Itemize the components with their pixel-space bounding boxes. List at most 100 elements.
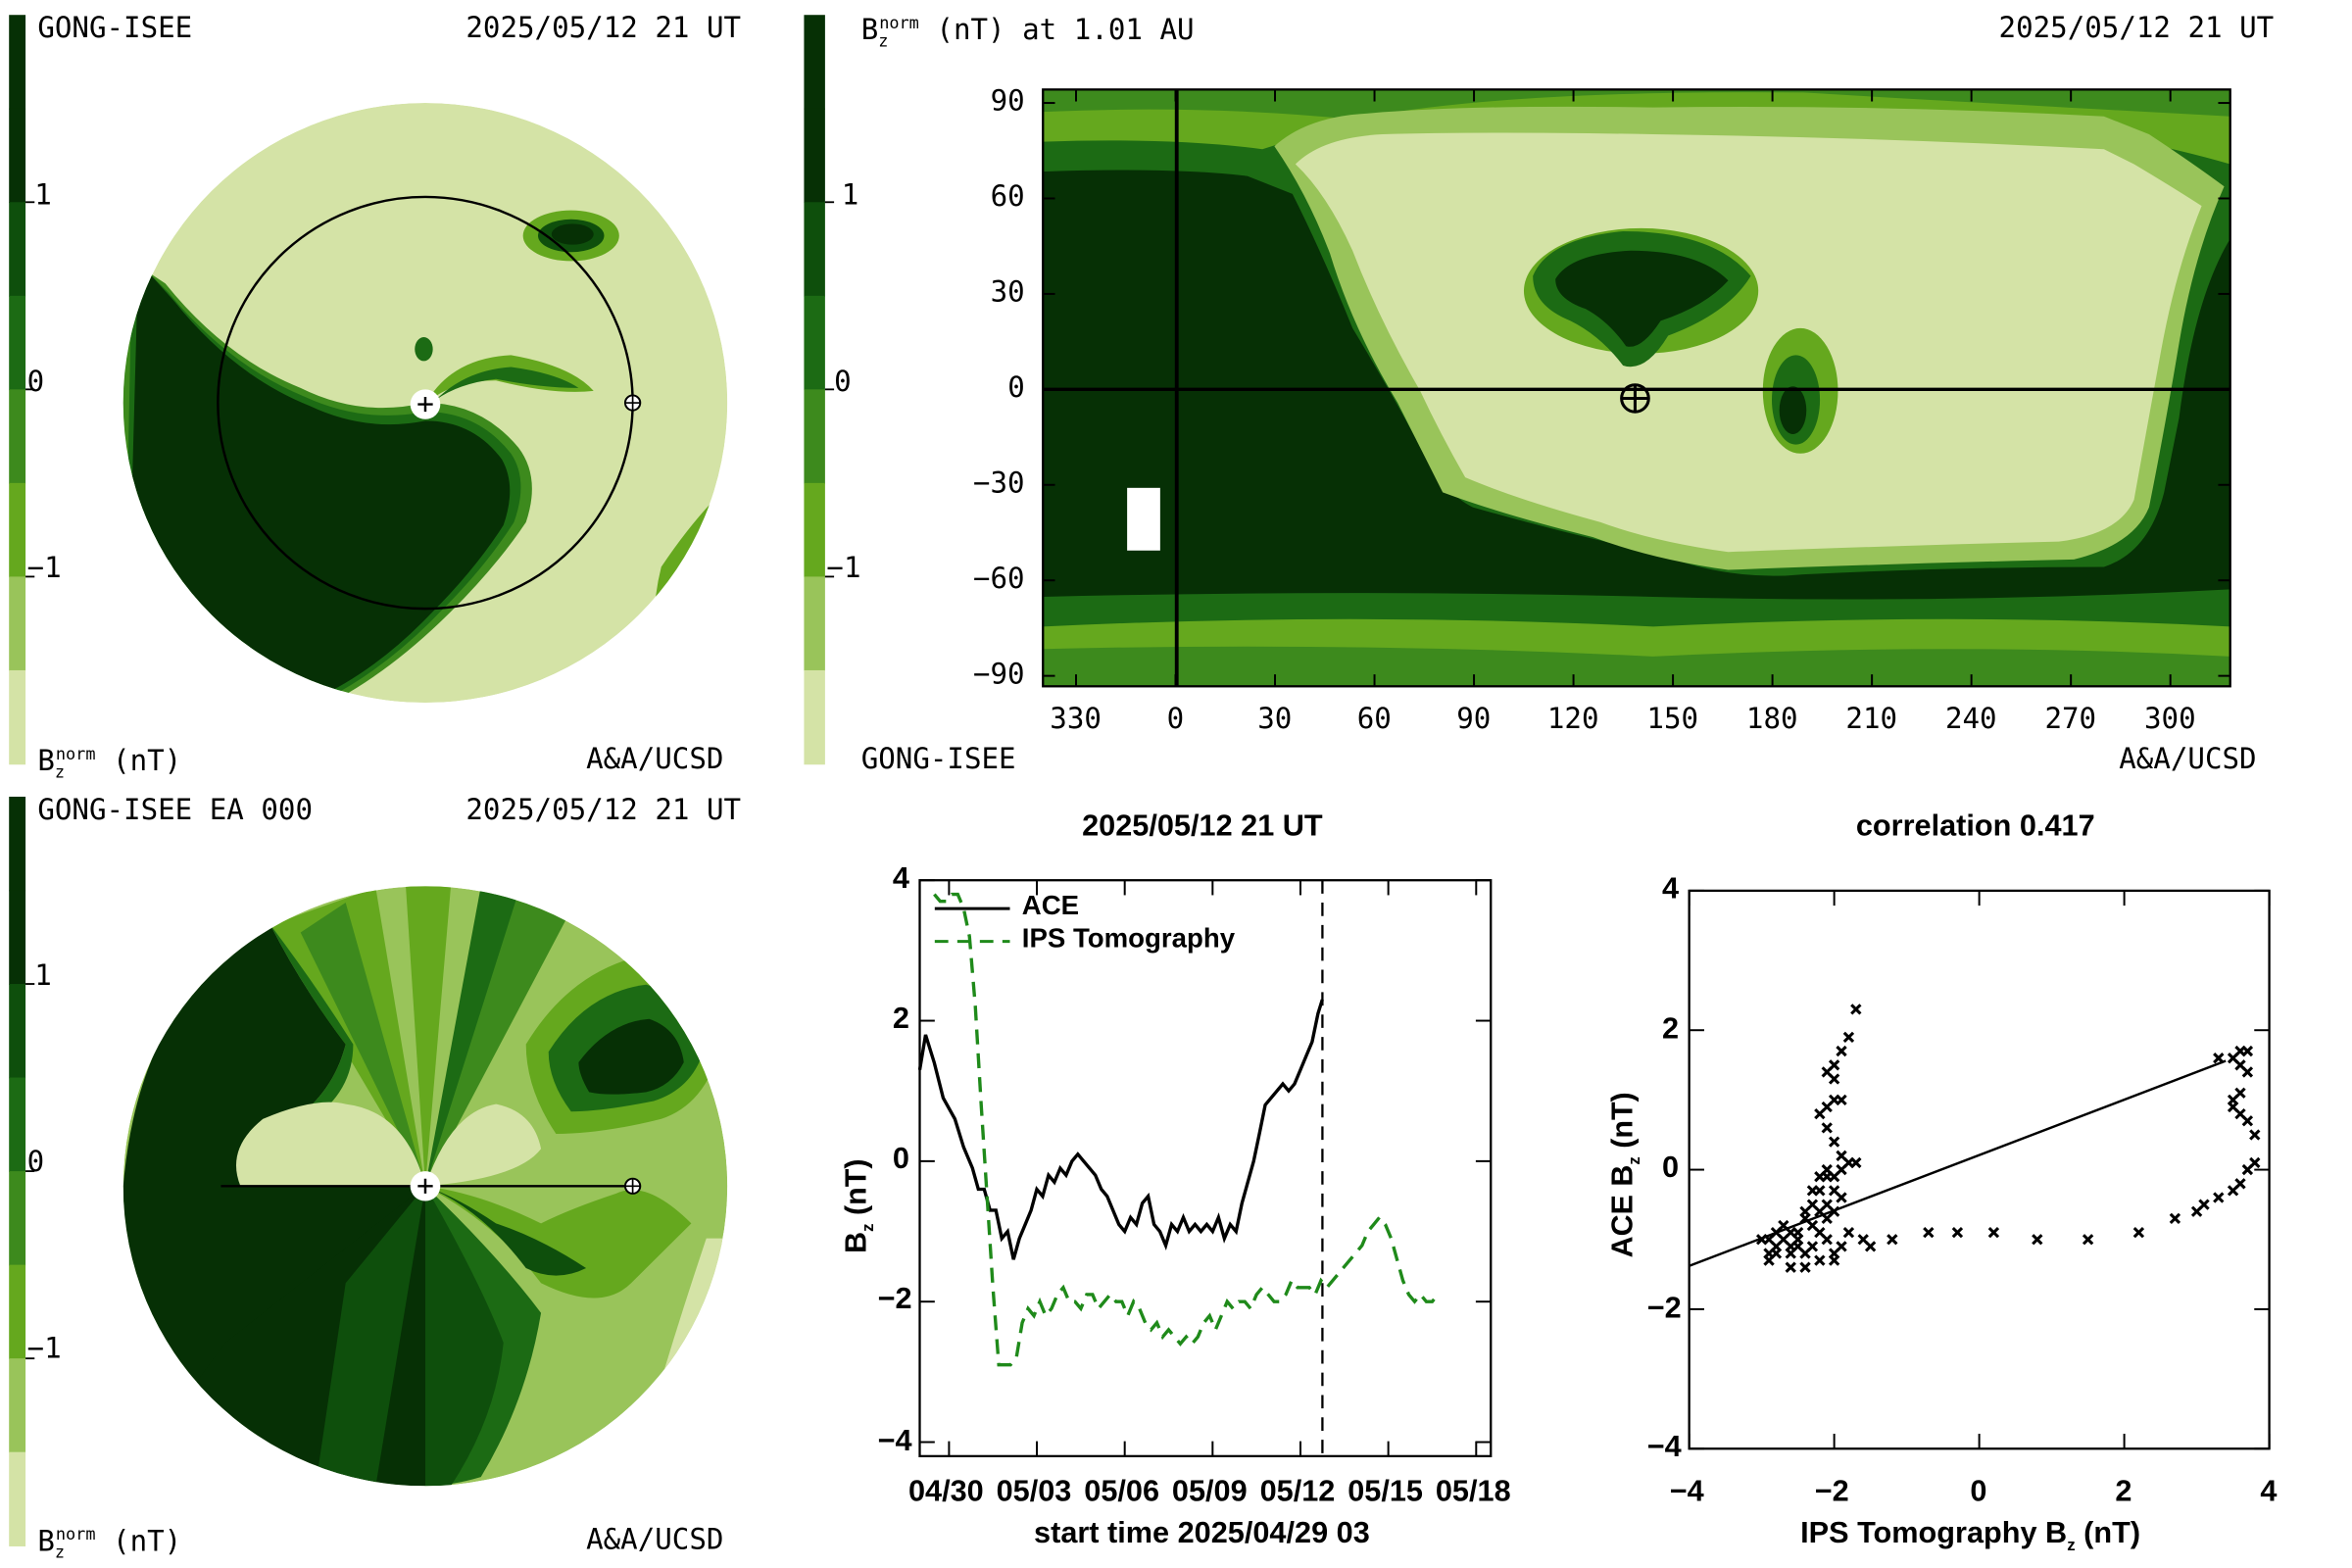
latlon-y-tick-label: 60	[990, 180, 1025, 214]
latlon-x-tick-label: 30	[1257, 703, 1293, 736]
colorbar-band	[804, 576, 825, 671]
latlon-y-tick-label: −90	[972, 658, 1025, 691]
colorbar-band	[9, 576, 26, 671]
colorbar-band	[9, 890, 26, 985]
scatter-point	[2213, 1053, 2225, 1064]
scatter-point	[1806, 1185, 1819, 1197]
legend-ips: IPS Tomography	[1021, 923, 1236, 954]
series-ips-line	[933, 892, 1440, 1367]
scatter-xlabel: IPS Tomography Bz (nT)	[1800, 1517, 2141, 1555]
top-right-source: GONG-ISEE	[860, 743, 1016, 776]
scatter-y-tick-label: 0	[1662, 1152, 1680, 1185]
scatter-point	[1785, 1261, 1796, 1273]
top-right-time: 2025/05/12 21 UT	[1998, 12, 2275, 45]
colorbar-band	[804, 202, 825, 297]
timeseries-xlabel: start time 2025/04/29 03	[1034, 1517, 1370, 1550]
scatter-point	[2213, 1192, 2225, 1203]
colorbar-band	[9, 1171, 26, 1266]
bottom-left-cbar-label-0: 0	[26, 1146, 45, 1179]
latlon-x-tick-label: 210	[1845, 703, 1898, 736]
colorbar-band	[9, 108, 26, 204]
scatter-point	[2234, 1178, 2246, 1190]
bottom-left-cbar-label-1: 1	[34, 958, 52, 993]
scatter-point	[1951, 1226, 1964, 1239]
scatter-x-tick-label: −2	[1814, 1475, 1849, 1509]
timeseries-x-tick-label: 05/03	[996, 1475, 1072, 1509]
scatter-point	[1755, 1234, 1768, 1246]
top-right-cbar-label-1: 1	[841, 178, 859, 213]
colorbar-band	[804, 15, 825, 110]
colorbar-band	[9, 669, 26, 765]
colorbar-band	[9, 202, 26, 297]
latlon-x-tick-label: 300	[2143, 703, 2196, 736]
bottom-left-time: 2025/05/12 21 UT	[466, 793, 742, 827]
timeseries-x-tick-label: 05/09	[1171, 1475, 1248, 1509]
series-ace-line	[917, 999, 1324, 1260]
latlon-y-tick-label: 90	[990, 84, 1025, 119]
scatter-point	[1842, 1226, 1855, 1239]
top-left-cbar-label-1: 1	[34, 178, 52, 213]
timeseries-x-tick-label: 05/18	[1435, 1475, 1511, 1509]
bottom-left-credit: A&A/UCSD	[586, 1523, 724, 1556]
colorbar-band	[804, 108, 825, 204]
scatter-point	[1828, 1136, 1840, 1148]
top-left-bz-label: Bznorm (nT)	[37, 744, 182, 782]
scatter-y-tick-label: 4	[1662, 872, 1680, 906]
scatter-point	[1770, 1248, 1783, 1259]
scatter-point	[1821, 1212, 1833, 1225]
top-left-source: GONG-ISEE	[37, 12, 193, 45]
latlon-y-tick-label: 0	[1007, 371, 1025, 405]
scatter-point	[2234, 1045, 2246, 1057]
colorbar-band	[804, 482, 825, 578]
top-left-credit: A&A/UCSD	[586, 743, 724, 776]
colorbar-band	[9, 15, 26, 110]
scatter-point	[1785, 1248, 1796, 1259]
colorbar-band	[9, 796, 26, 892]
regression-line	[1689, 1059, 2227, 1267]
latlon-x-tick-label: 90	[1456, 703, 1492, 736]
scatter-frame	[1688, 889, 2271, 1450]
timeseries-frame	[918, 879, 1493, 1458]
scatter-point	[1886, 1234, 1898, 1246]
scatter-y-tick-label: −4	[1646, 1430, 1682, 1464]
scatter-y-tick-label: −2	[1646, 1291, 1682, 1325]
scatter-ylabel: ACE Bz (nT)	[1606, 1092, 1644, 1258]
colorbar-band	[9, 1264, 26, 1359]
scatter-point	[1836, 1192, 1847, 1203]
scatter-point	[1864, 1241, 1877, 1252]
top-left-cbar-label-0: 0	[26, 365, 45, 399]
latlon-x-tick-label: 180	[1745, 703, 1798, 736]
latlon-x-tick-label: 60	[1356, 703, 1392, 736]
scatter-y-tick-label: 2	[1662, 1011, 1680, 1046]
scatter-point	[1828, 1248, 1840, 1259]
timeseries-x-tick-label: 05/12	[1259, 1475, 1336, 1509]
scatter-point	[1806, 1241, 1819, 1252]
scatter-point	[1814, 1254, 1826, 1266]
scatter-point	[2032, 1234, 2043, 1246]
latlon-x-tick-label: 270	[2044, 703, 2097, 736]
scatter-point	[1791, 1234, 1804, 1246]
scatter-point	[1850, 1004, 1862, 1015]
latlon-x-tick-label: 120	[1546, 703, 1599, 736]
top-right-cbar-label-m1: −1	[826, 552, 861, 585]
scatter-x-tick-label: 2	[2115, 1475, 2132, 1509]
top-left-cbar-label-m1: −1	[26, 552, 62, 585]
bottom-left-source: GONG-ISEE EA 000	[37, 793, 314, 827]
scatter-point	[1814, 1107, 1826, 1120]
timeseries-y-tick-label: 2	[892, 1003, 909, 1036]
latlon-y-tick-label: −60	[972, 562, 1025, 596]
colorbar-band	[9, 389, 26, 484]
colorbar-band	[804, 389, 825, 484]
colorbar-band	[9, 1451, 26, 1546]
earth-marker	[623, 394, 642, 412]
latlon-x-tick-label: 240	[1944, 703, 1997, 736]
colorbar-band	[9, 1358, 26, 1453]
scatter-x-tick-label: 4	[2260, 1475, 2278, 1509]
scatter-point	[1850, 1156, 1862, 1169]
timeseries-y-tick-label: −2	[877, 1283, 912, 1317]
